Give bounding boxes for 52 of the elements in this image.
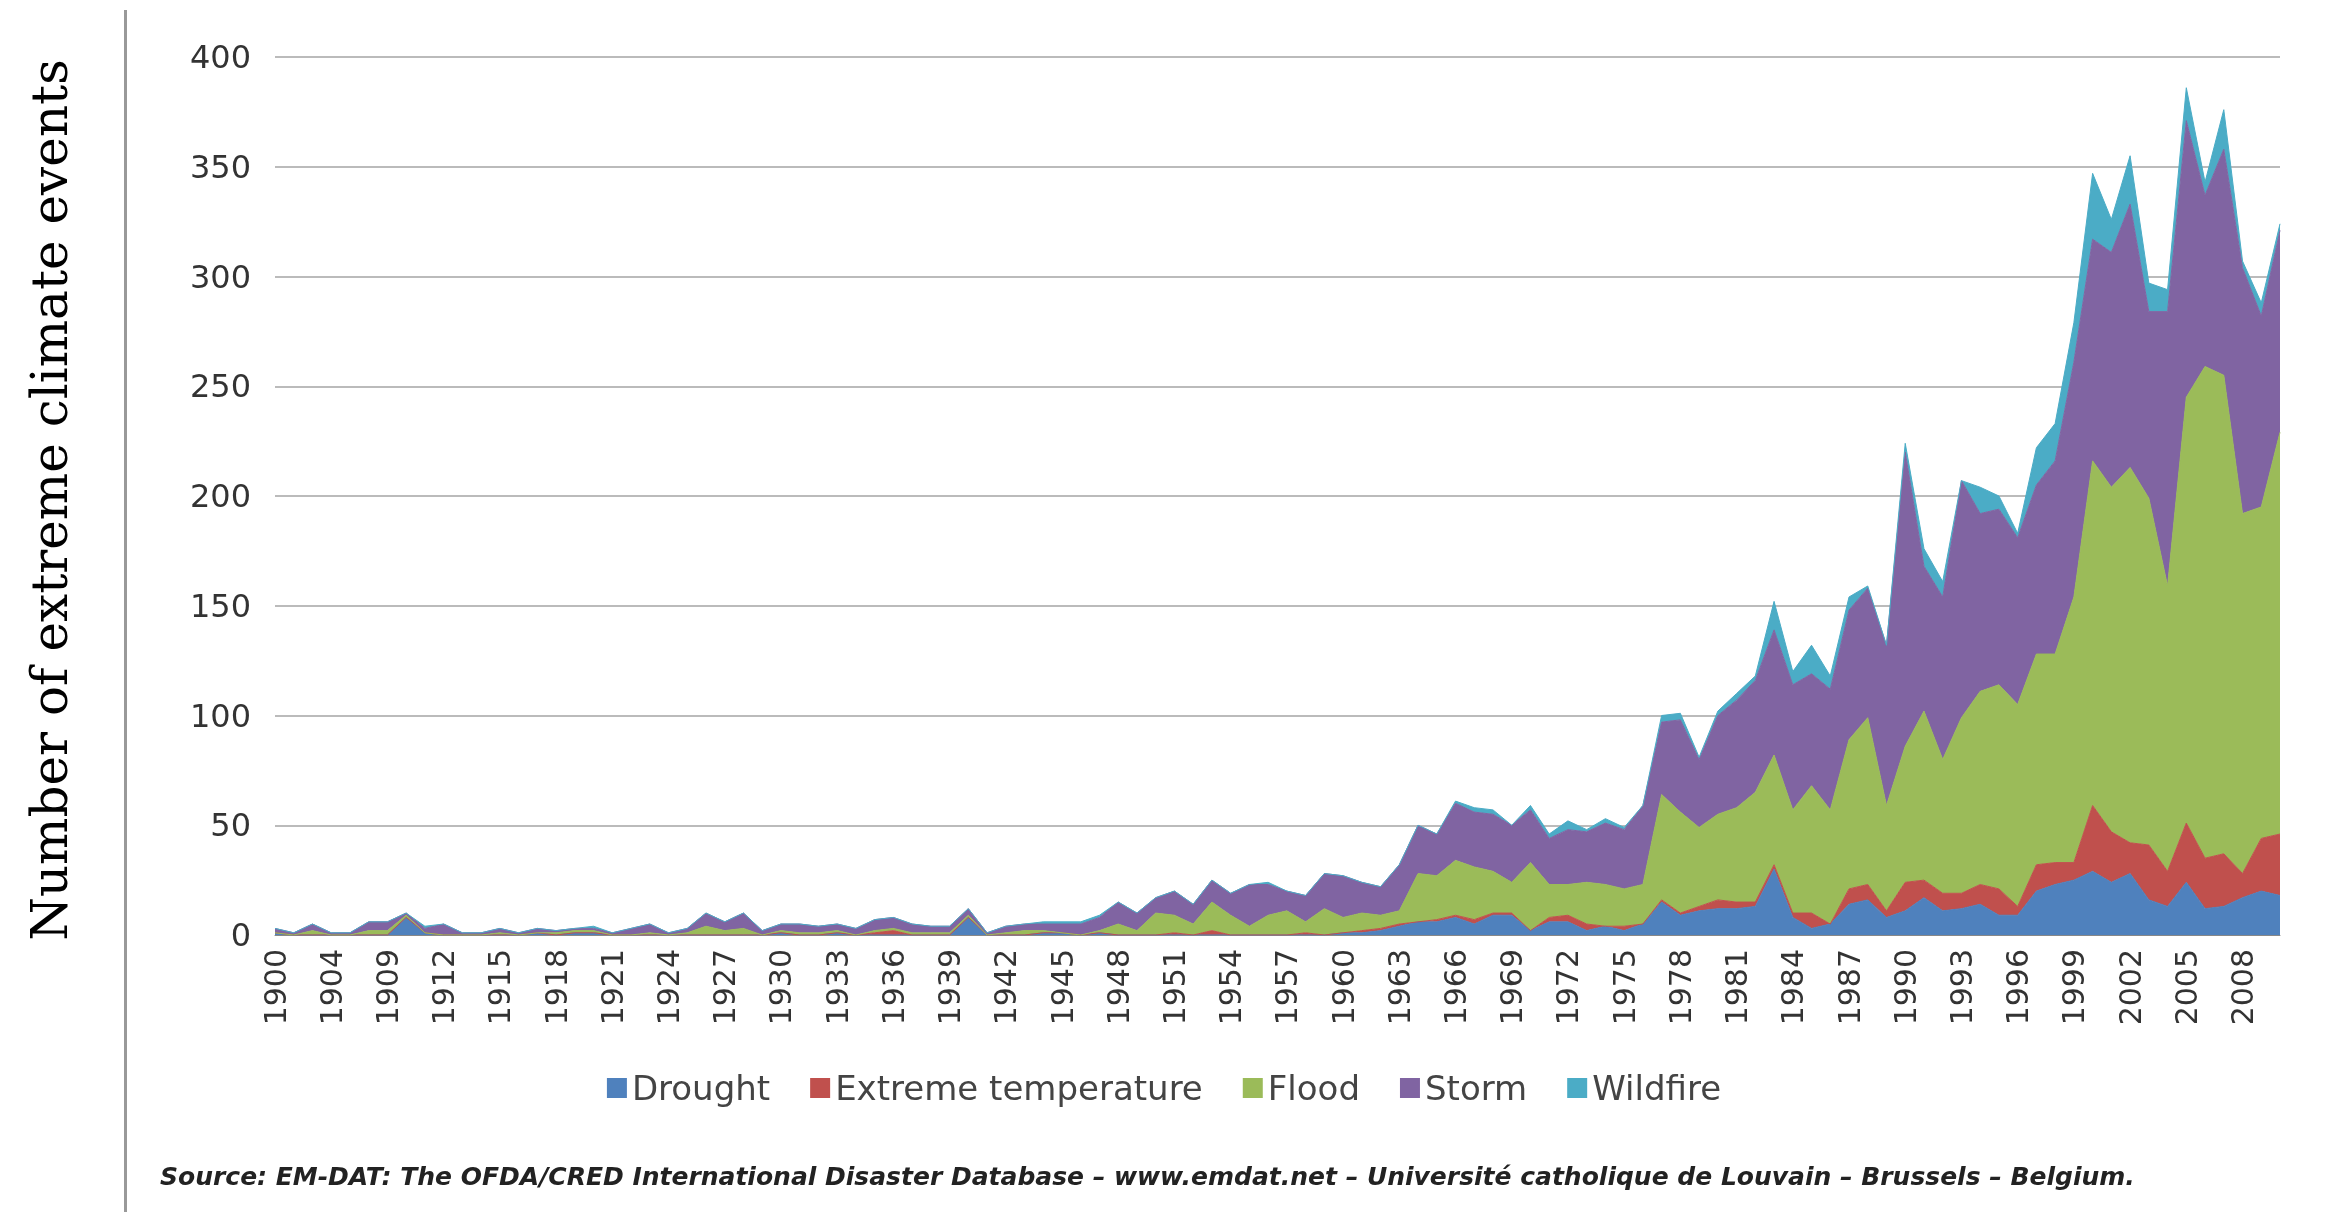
y-tick-label: 200	[189, 477, 251, 515]
x-tick-label: 1933	[819, 949, 855, 1026]
x-tick-label: 1960	[1325, 949, 1361, 1026]
x-tick-label: 1921	[594, 949, 630, 1026]
y-tick-label: 0	[230, 916, 251, 954]
x-tick-label: 1963	[1381, 949, 1417, 1026]
x-tick-label: 2008	[2225, 949, 2261, 1026]
x-tick-label: 1909	[369, 949, 405, 1026]
y-tick-label: 350	[189, 147, 251, 186]
source-note: Source: EM-DAT: The OFDA/CRED International Disaster Database – www.emdat.net – Université catholique de Louvain – Brussels – Belgium.	[160, 1162, 2135, 1191]
x-tick-label: 1957	[1269, 949, 1305, 1026]
x-tick-label: 1954	[1213, 949, 1249, 1026]
x-tick-label: 1993	[1943, 949, 1979, 1026]
y-axis-title: Number of extreme climate events	[21, 59, 80, 941]
x-tick-label: 1927	[707, 949, 743, 1026]
y-tick-label: 150	[189, 586, 251, 625]
x-tick-label: 1912	[426, 949, 462, 1026]
x-tick-label: 1978	[1662, 949, 1698, 1026]
y-tick-label: 100	[189, 696, 251, 735]
y-tick-label: 50	[210, 806, 251, 845]
x-tick-label: 1966	[1438, 949, 1474, 1026]
x-tick-label: 1975	[1606, 949, 1642, 1026]
x-tick-label: 1972	[1550, 949, 1586, 1026]
x-tick-label: 1918	[538, 949, 574, 1026]
x-tick-label: 1930	[763, 949, 799, 1026]
x-tick-label: 1981	[1719, 949, 1755, 1026]
x-tick-label: 1945	[1044, 949, 1080, 1026]
x-tick-label: 1939	[932, 949, 968, 1026]
x-tick-label: 1924	[651, 949, 686, 1026]
legend-label: Storm	[1424, 1068, 1528, 1108]
x-tick-label: 1936	[875, 949, 911, 1026]
x-tick-label: 1996	[2000, 949, 2036, 1026]
x-tick-label: 1915	[482, 949, 518, 1026]
legend-label: Drought	[631, 1068, 771, 1108]
x-tick-label: 1990	[1887, 949, 1923, 1026]
legend-label: Flood	[1267, 1068, 1360, 1108]
x-tick-label: 1987	[1831, 949, 1867, 1026]
y-tick-label: 300	[189, 257, 251, 296]
x-tick-label: 1948	[1100, 949, 1136, 1026]
x-tick-label: 1942	[988, 949, 1024, 1026]
y-tick-label: 250	[189, 367, 251, 406]
x-tick-label: 2002	[2112, 949, 2148, 1026]
x-tick-label: 1951	[1156, 949, 1192, 1026]
x-tick-label: 2005	[2168, 949, 2204, 1026]
y-tick-label: 400	[189, 38, 251, 76]
x-tick-label: 1904	[313, 949, 349, 1026]
x-tick-label: 1999	[2056, 949, 2092, 1026]
legend-label: Wildfire	[1592, 1068, 1722, 1108]
x-tick-label: 1984	[1775, 949, 1811, 1026]
legend-label: Extreme temperature	[835, 1068, 1203, 1108]
x-tick-label: 1969	[1494, 949, 1530, 1026]
x-tick-label: 1900	[257, 949, 293, 1026]
